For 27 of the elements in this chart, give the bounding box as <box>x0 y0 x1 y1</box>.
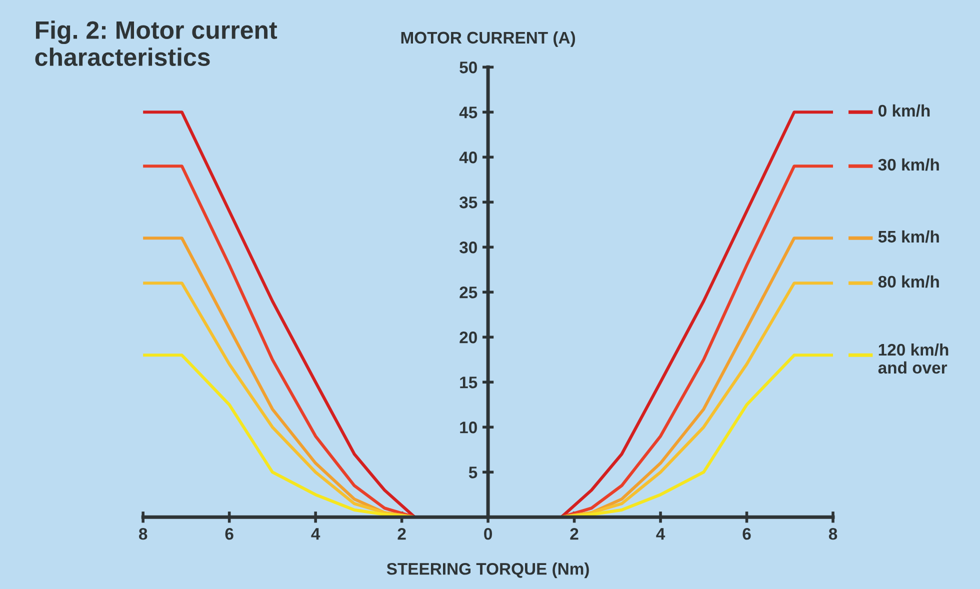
y-tick-label: 50 <box>460 62 477 74</box>
y-tick-label: 35 <box>459 196 478 208</box>
y-tick-label: 45 <box>459 106 478 118</box>
y-axis-title: MOTOR CURRENT (A) <box>401 31 576 47</box>
legend-label: 80 km/h <box>878 275 939 288</box>
legend-label: 30 km/h <box>878 158 939 171</box>
x-tick-label: 4 <box>656 528 666 540</box>
x-tick-label: 6 <box>742 528 751 540</box>
legend-label: 120 km/h and over <box>878 343 948 374</box>
y-tick-label: 5 <box>468 466 478 478</box>
x-axis-title: STEERING TORQUE (Nm) <box>386 562 589 578</box>
x-tick-label: 4 <box>311 528 320 540</box>
y-tick-label: 10 <box>460 422 477 434</box>
x-tick-label: 2 <box>398 528 406 540</box>
y-tick-label: 20 <box>460 332 477 344</box>
y-tick-label: 30 <box>459 242 477 254</box>
x-tick-label: 2 <box>570 528 578 540</box>
y-tick-label: 15 <box>460 376 478 388</box>
legend-label: 0 km/h <box>878 104 930 117</box>
x-tick-label: 8 <box>138 528 148 540</box>
y-tick-label: 40 <box>459 152 477 164</box>
y-tick-label: 25 <box>460 286 478 298</box>
x-tick-label: 0 <box>484 528 492 540</box>
chart-title: Fig. 2: Motor current characteristics <box>35 20 278 66</box>
x-tick-label: 8 <box>828 528 838 540</box>
legend-label: 55 km/h <box>878 230 939 243</box>
x-tick-label: 6 <box>225 528 234 540</box>
